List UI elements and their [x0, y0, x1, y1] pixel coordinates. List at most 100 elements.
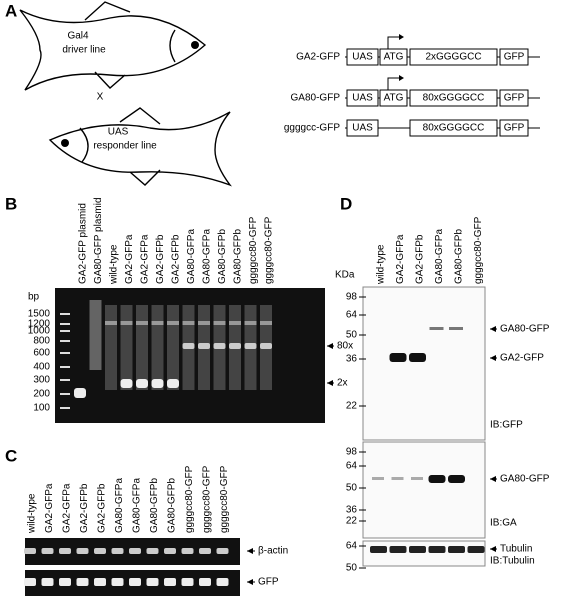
lane-label: GA80-GFPa: [434, 229, 445, 284]
construct-name: GA2-GFP: [296, 52, 340, 63]
lane-label: ggggcc80-GFP: [248, 216, 259, 284]
band: [199, 548, 211, 554]
lane-label: GA2-GFPa: [124, 234, 135, 284]
ladder-label: 200: [33, 389, 50, 400]
box: [379, 89, 408, 107]
band: [429, 327, 444, 330]
construct-part: ATG: [384, 52, 404, 63]
band: [24, 548, 36, 554]
arrow-label: GA80-GFP: [500, 324, 550, 335]
band: [164, 578, 176, 586]
lane-label: GA80-GFPa: [132, 478, 143, 533]
band: [244, 321, 257, 325]
ladder-band: [60, 330, 70, 332]
row-label: GFP: [258, 577, 279, 588]
band: [76, 578, 89, 586]
box: [499, 119, 529, 137]
band: [164, 548, 176, 554]
band: [111, 548, 124, 554]
smear: [89, 300, 102, 370]
box: [346, 48, 379, 66]
panel-label: B: [5, 194, 17, 213]
band: [199, 578, 211, 586]
band: [244, 343, 257, 349]
band: [136, 379, 148, 388]
band: [59, 578, 71, 586]
marker-label: 50: [346, 483, 358, 494]
box: [409, 48, 498, 66]
band: [111, 578, 124, 586]
lane-label: GA80-GFP plasmid: [93, 197, 104, 284]
ladder-band: [60, 407, 70, 409]
band: [216, 578, 229, 586]
marker-label: 50: [346, 330, 358, 341]
lane-label: wild-type: [27, 493, 38, 534]
band: [428, 546, 446, 553]
construct-part: UAS: [352, 52, 373, 63]
band: [409, 546, 426, 553]
lane-label: GA80-GFPb: [149, 478, 160, 533]
smear: [105, 305, 117, 390]
band: [94, 578, 106, 586]
fish-driver: [19, 1, 207, 91]
band: [391, 477, 404, 480]
row-label: β-actin: [258, 546, 288, 557]
construct-part: GFP: [504, 52, 525, 63]
construct-part: 2xGGGGCC: [425, 52, 481, 63]
band: [120, 321, 133, 325]
blot: [362, 286, 486, 441]
box: [499, 48, 529, 66]
box: [346, 89, 379, 107]
band: [167, 379, 179, 388]
arrow-head: [327, 380, 333, 386]
band: [409, 353, 426, 362]
band: [105, 321, 117, 325]
lane-label: GA80-GFPb: [233, 229, 244, 284]
promoter-arrow: [387, 36, 400, 49]
marker-label: 36: [346, 354, 358, 365]
construct-name: ggggcc-GFP: [284, 123, 340, 134]
band: [448, 546, 465, 553]
ladder-label: 400: [33, 362, 50, 373]
band: [198, 343, 210, 349]
box: [379, 48, 408, 66]
panel-label: A: [5, 1, 17, 20]
arrow-head: [247, 579, 253, 585]
lane-label: GA80-GFPb: [167, 478, 178, 533]
band: [129, 578, 141, 586]
arrow-label: 2x: [337, 378, 348, 389]
lane-label: wild-type: [109, 244, 120, 285]
arrow-head: [490, 326, 496, 332]
lane-label: GA80-GFPa: [202, 229, 213, 284]
smear: [151, 305, 164, 390]
ladder-label: 1000: [28, 326, 51, 337]
marker-label: 22: [346, 401, 358, 412]
construct-part: UAS: [352, 93, 373, 104]
antibody: IB:Tubulin: [490, 556, 535, 567]
marker-label: 64: [346, 310, 358, 321]
lane-label: GA2-GFPb: [79, 483, 90, 533]
lane-label: GA2-GFPa: [44, 483, 55, 533]
box: [499, 89, 529, 107]
ladder-band: [60, 313, 70, 315]
band: [129, 548, 141, 554]
lane-label: GA2-GFP plasmid: [78, 203, 89, 284]
band: [146, 548, 159, 554]
lane-label: ggggcc80-GFP: [184, 465, 195, 533]
ladder-band: [60, 352, 70, 354]
lane-label: GA2-GFPa: [395, 234, 406, 284]
band: [151, 379, 164, 388]
lane-label: GA80-GFPb: [454, 229, 465, 284]
antibody: IB:GA: [490, 518, 517, 529]
band: [428, 475, 446, 483]
ladder-label: 100: [33, 403, 50, 414]
band: [213, 321, 226, 325]
lane-label: ggggcc80-GFP: [264, 216, 275, 284]
band: [448, 475, 465, 483]
lane-label: GA2-GFPb: [171, 234, 182, 284]
fish-label: Gal4: [67, 31, 89, 42]
ladder-label: 300: [33, 375, 50, 386]
band: [198, 321, 210, 325]
smear: [167, 305, 179, 390]
